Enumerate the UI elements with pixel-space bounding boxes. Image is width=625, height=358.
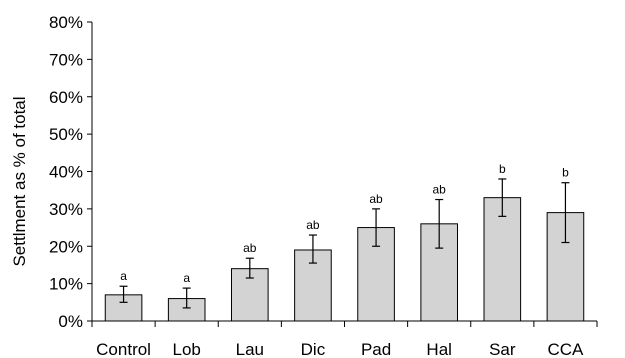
x-category-label: Sar <box>489 340 516 358</box>
significance-label: b <box>562 166 569 180</box>
significance-label: a <box>183 271 190 285</box>
x-category-label: Hal <box>426 340 452 358</box>
y-tick-label: 0% <box>58 312 83 331</box>
y-tick-label: 50% <box>49 125 83 144</box>
y-axis-title: Settlment as % of total <box>10 96 29 266</box>
x-category-label: Control <box>96 340 151 358</box>
x-category-label: CCA <box>547 340 584 358</box>
significance-label: ab <box>369 192 383 206</box>
error-bar <box>498 178 507 217</box>
x-category-label: Lob <box>173 340 201 358</box>
y-tick-label: 60% <box>49 88 83 107</box>
x-category-label: Dic <box>301 340 326 358</box>
error-bar <box>119 285 128 303</box>
y-tick-label: 30% <box>49 200 83 219</box>
y-tick-label: 70% <box>49 50 83 69</box>
error-bar <box>561 182 570 244</box>
y-tick-label: 20% <box>49 237 83 256</box>
x-category-label: Pad <box>361 340 391 358</box>
significance-label: b <box>499 162 506 176</box>
y-tick-label: 10% <box>49 275 83 294</box>
error-bar <box>308 234 317 264</box>
y-tick-label: 80% <box>49 13 83 32</box>
significance-label: ab <box>243 241 257 255</box>
significance-label: ab <box>306 218 320 232</box>
error-bar <box>435 198 444 249</box>
error-bar <box>182 287 191 309</box>
x-category-label: Lau <box>236 340 264 358</box>
error-bar <box>372 208 381 247</box>
significance-label: a <box>120 269 127 283</box>
error-bar <box>245 257 254 279</box>
y-tick-label: 40% <box>49 163 83 182</box>
significance-label: ab <box>433 183 447 197</box>
